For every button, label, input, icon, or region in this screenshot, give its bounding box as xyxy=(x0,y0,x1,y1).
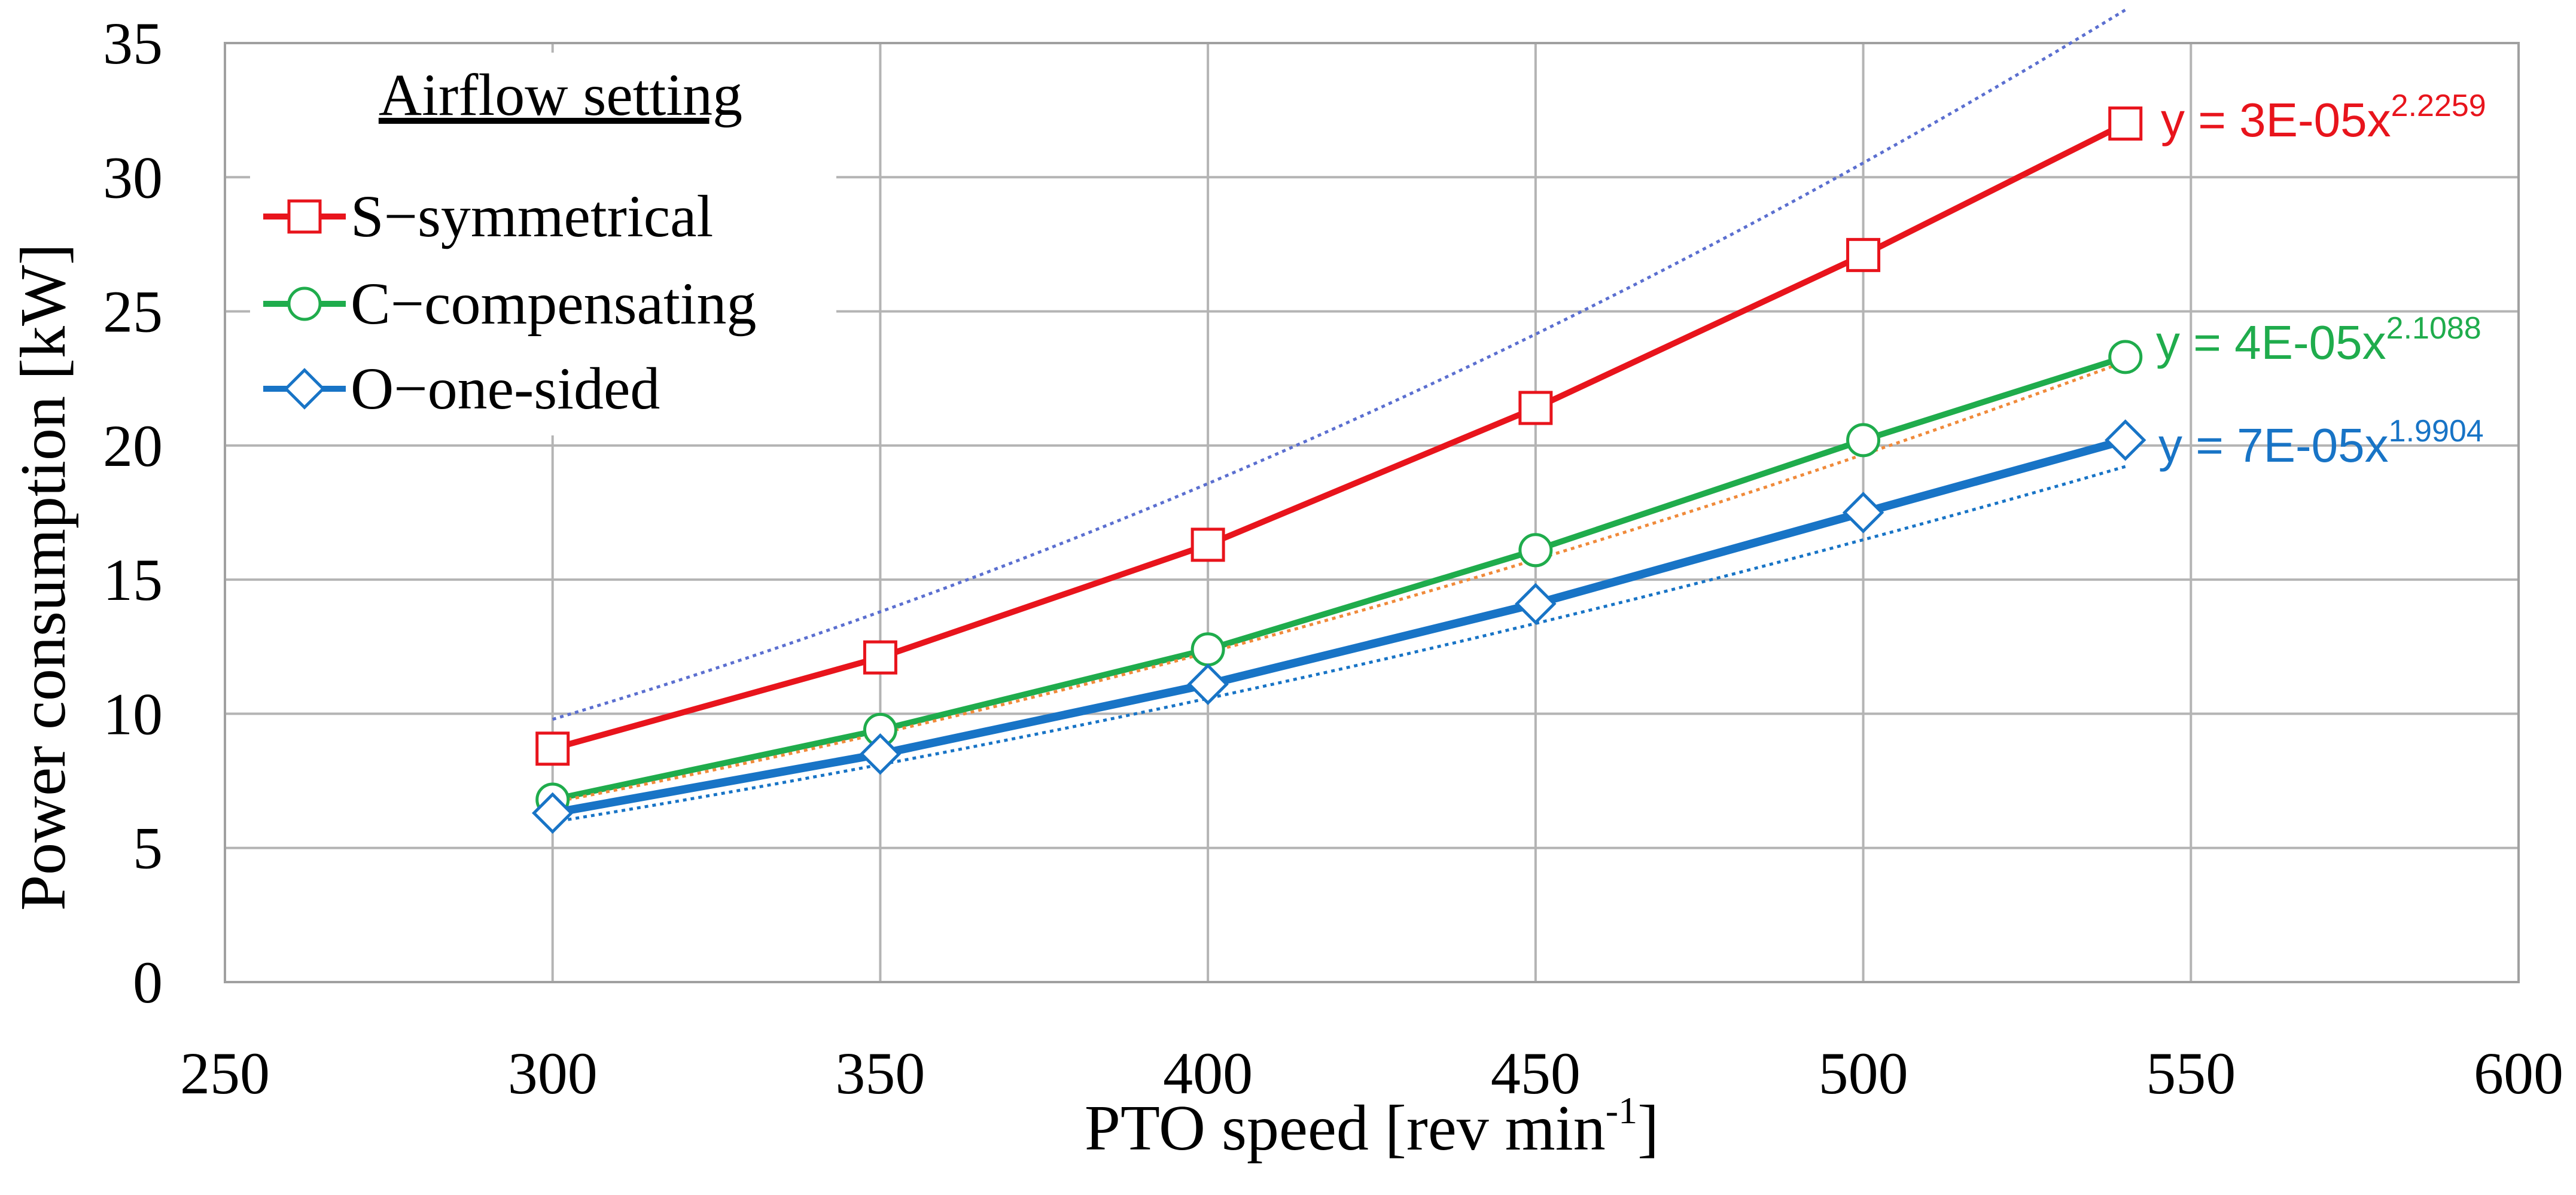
x-tick-label-350: 350 xyxy=(835,1040,925,1106)
legend-label-2: C−compensating xyxy=(351,270,757,337)
equation-exponent-3: 1.9904 xyxy=(2389,414,2484,449)
data-point-3-300 xyxy=(531,792,574,834)
data-point-2-450 xyxy=(1518,533,1553,568)
x-axis-title-superscript: -1 xyxy=(1606,1089,1637,1132)
y-tick-label-35: 35 xyxy=(103,10,163,77)
data-point-3-400 xyxy=(1187,663,1229,705)
x-tick-label-450: 450 xyxy=(1491,1040,1581,1106)
x-axis-title-main: PTO speed [rev min xyxy=(1085,1093,1606,1164)
equation-base-1: y = 3E-05x xyxy=(2161,93,2391,147)
legend-items: S−symmetrical C−compensating O−one-sided xyxy=(263,183,757,422)
legend-title: Airflow setting xyxy=(379,62,742,128)
legend-background xyxy=(250,53,836,435)
y-tick-label-30: 30 xyxy=(103,144,163,211)
data-point-1-540 xyxy=(2108,106,2143,141)
y-tick-label-15: 15 xyxy=(103,547,163,613)
x-tick-label-400: 400 xyxy=(1163,1040,1253,1106)
legend-item-2: C−compensating xyxy=(263,270,757,337)
y-tick-label-20: 20 xyxy=(103,413,163,479)
data-point-1-400 xyxy=(1190,528,1225,562)
legend-swatch-marker-2 xyxy=(287,286,322,321)
series-line-1 xyxy=(549,120,2129,752)
equation-base-3: y = 7E-05x xyxy=(2158,419,2389,472)
data-point-1-500 xyxy=(1846,237,1881,272)
y-tick-label-0: 0 xyxy=(133,949,163,1016)
series-line-3 xyxy=(548,435,2130,818)
tick-labels: 250 300 350 400 450 500 550 600 0 5 10 15 20 25 30 35 xyxy=(103,10,2563,1106)
data-point-1-450 xyxy=(1518,391,1553,425)
data-point-2-400 xyxy=(1190,632,1225,667)
trendline-equation-1: y = 3E-05x2.2259 xyxy=(2161,89,2486,147)
y-tick-label-10: 10 xyxy=(103,681,163,747)
data-point-3-450 xyxy=(1515,583,1557,625)
x-axis-title-end: ] xyxy=(1637,1093,1659,1164)
plot-area-border xyxy=(224,42,2520,983)
x-tick-label-500: 500 xyxy=(1819,1040,1908,1106)
trendline-equation-2: y = 4E-05x2.1088 xyxy=(2156,311,2481,369)
data-point-3-540 xyxy=(2105,419,2146,461)
x-tick-label-250: 250 xyxy=(180,1040,270,1106)
trendline-3 xyxy=(552,465,2126,824)
x-tick-label-300: 300 xyxy=(508,1040,598,1106)
data-point-2-540 xyxy=(2108,340,2143,374)
trendline-1 xyxy=(552,8,2127,721)
data-point-3-350 xyxy=(859,733,902,775)
y-axis-title: Power consumption [kW] xyxy=(8,243,79,911)
legend: Airflow setting S−symmetrical C−compensat… xyxy=(250,53,836,435)
x-axis-title: PTO speed [rev min-1] xyxy=(1085,1089,1659,1164)
data-point-2-500 xyxy=(1846,423,1881,458)
series-1: y = 3E-05x2.2259 xyxy=(535,8,2486,766)
legend-swatch-marker-3 xyxy=(284,368,325,410)
series-2: y = 4E-05x2.1088 xyxy=(535,311,2481,817)
legend-swatch-marker-1 xyxy=(287,199,322,234)
legend-label-3: O−one-sided xyxy=(351,355,660,422)
legend-item-1: S−symmetrical xyxy=(263,183,713,249)
legend-label-1: S−symmetrical xyxy=(351,183,713,249)
equation-base-2: y = 4E-05x xyxy=(2156,316,2386,369)
series-3: y = 7E-05x1.9904 xyxy=(531,414,2484,834)
data-point-1-350 xyxy=(863,640,897,675)
data-point-1-300 xyxy=(535,731,570,766)
trendline-equation-3: y = 7E-05x1.9904 xyxy=(2158,414,2484,472)
legend-item-3: O−one-sided xyxy=(263,355,660,422)
x-tick-label-550: 550 xyxy=(2146,1040,2236,1106)
data-point-3-500 xyxy=(1842,492,1884,534)
equation-exponent-1: 2.2259 xyxy=(2391,89,2486,123)
series-layer: y = 3E-05x2.2259 y = 4E-05x2.1088 y = 7E-0… xyxy=(531,8,2486,834)
equation-exponent-2: 2.1088 xyxy=(2386,311,2481,346)
series-line-2 xyxy=(549,353,2129,803)
trendline-2 xyxy=(552,360,2126,804)
y-tick-label-5: 5 xyxy=(133,815,163,882)
y-tick-label-25: 25 xyxy=(103,279,163,345)
x-tick-label-600: 600 xyxy=(2474,1040,2563,1106)
